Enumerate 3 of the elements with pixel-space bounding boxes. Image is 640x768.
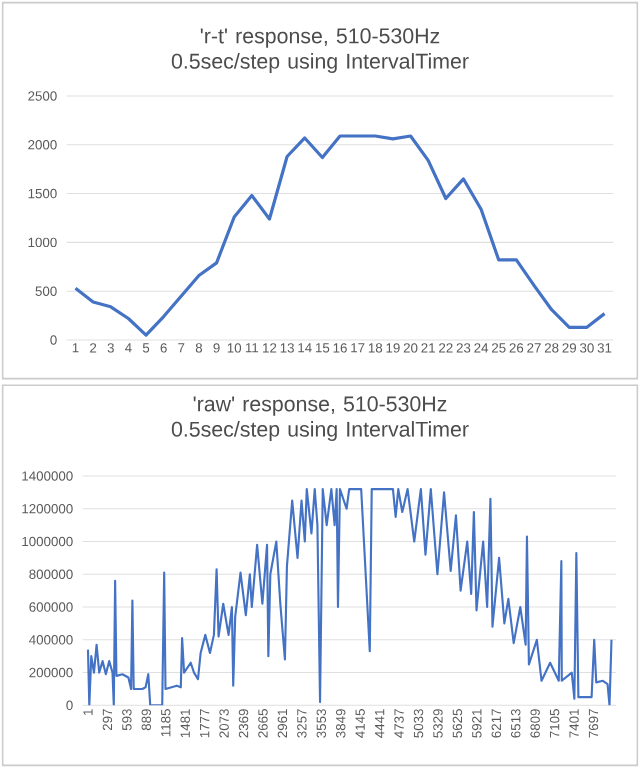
chart-title: 'raw' response, 510-530Hz 0.5sec/step using IntervalTimer — [171, 396, 469, 441]
chart-title: 'r-t' response, 510-530Hz 0.5sec/step using IntervalTimer — [171, 28, 469, 73]
line-series — [86, 488, 613, 706]
